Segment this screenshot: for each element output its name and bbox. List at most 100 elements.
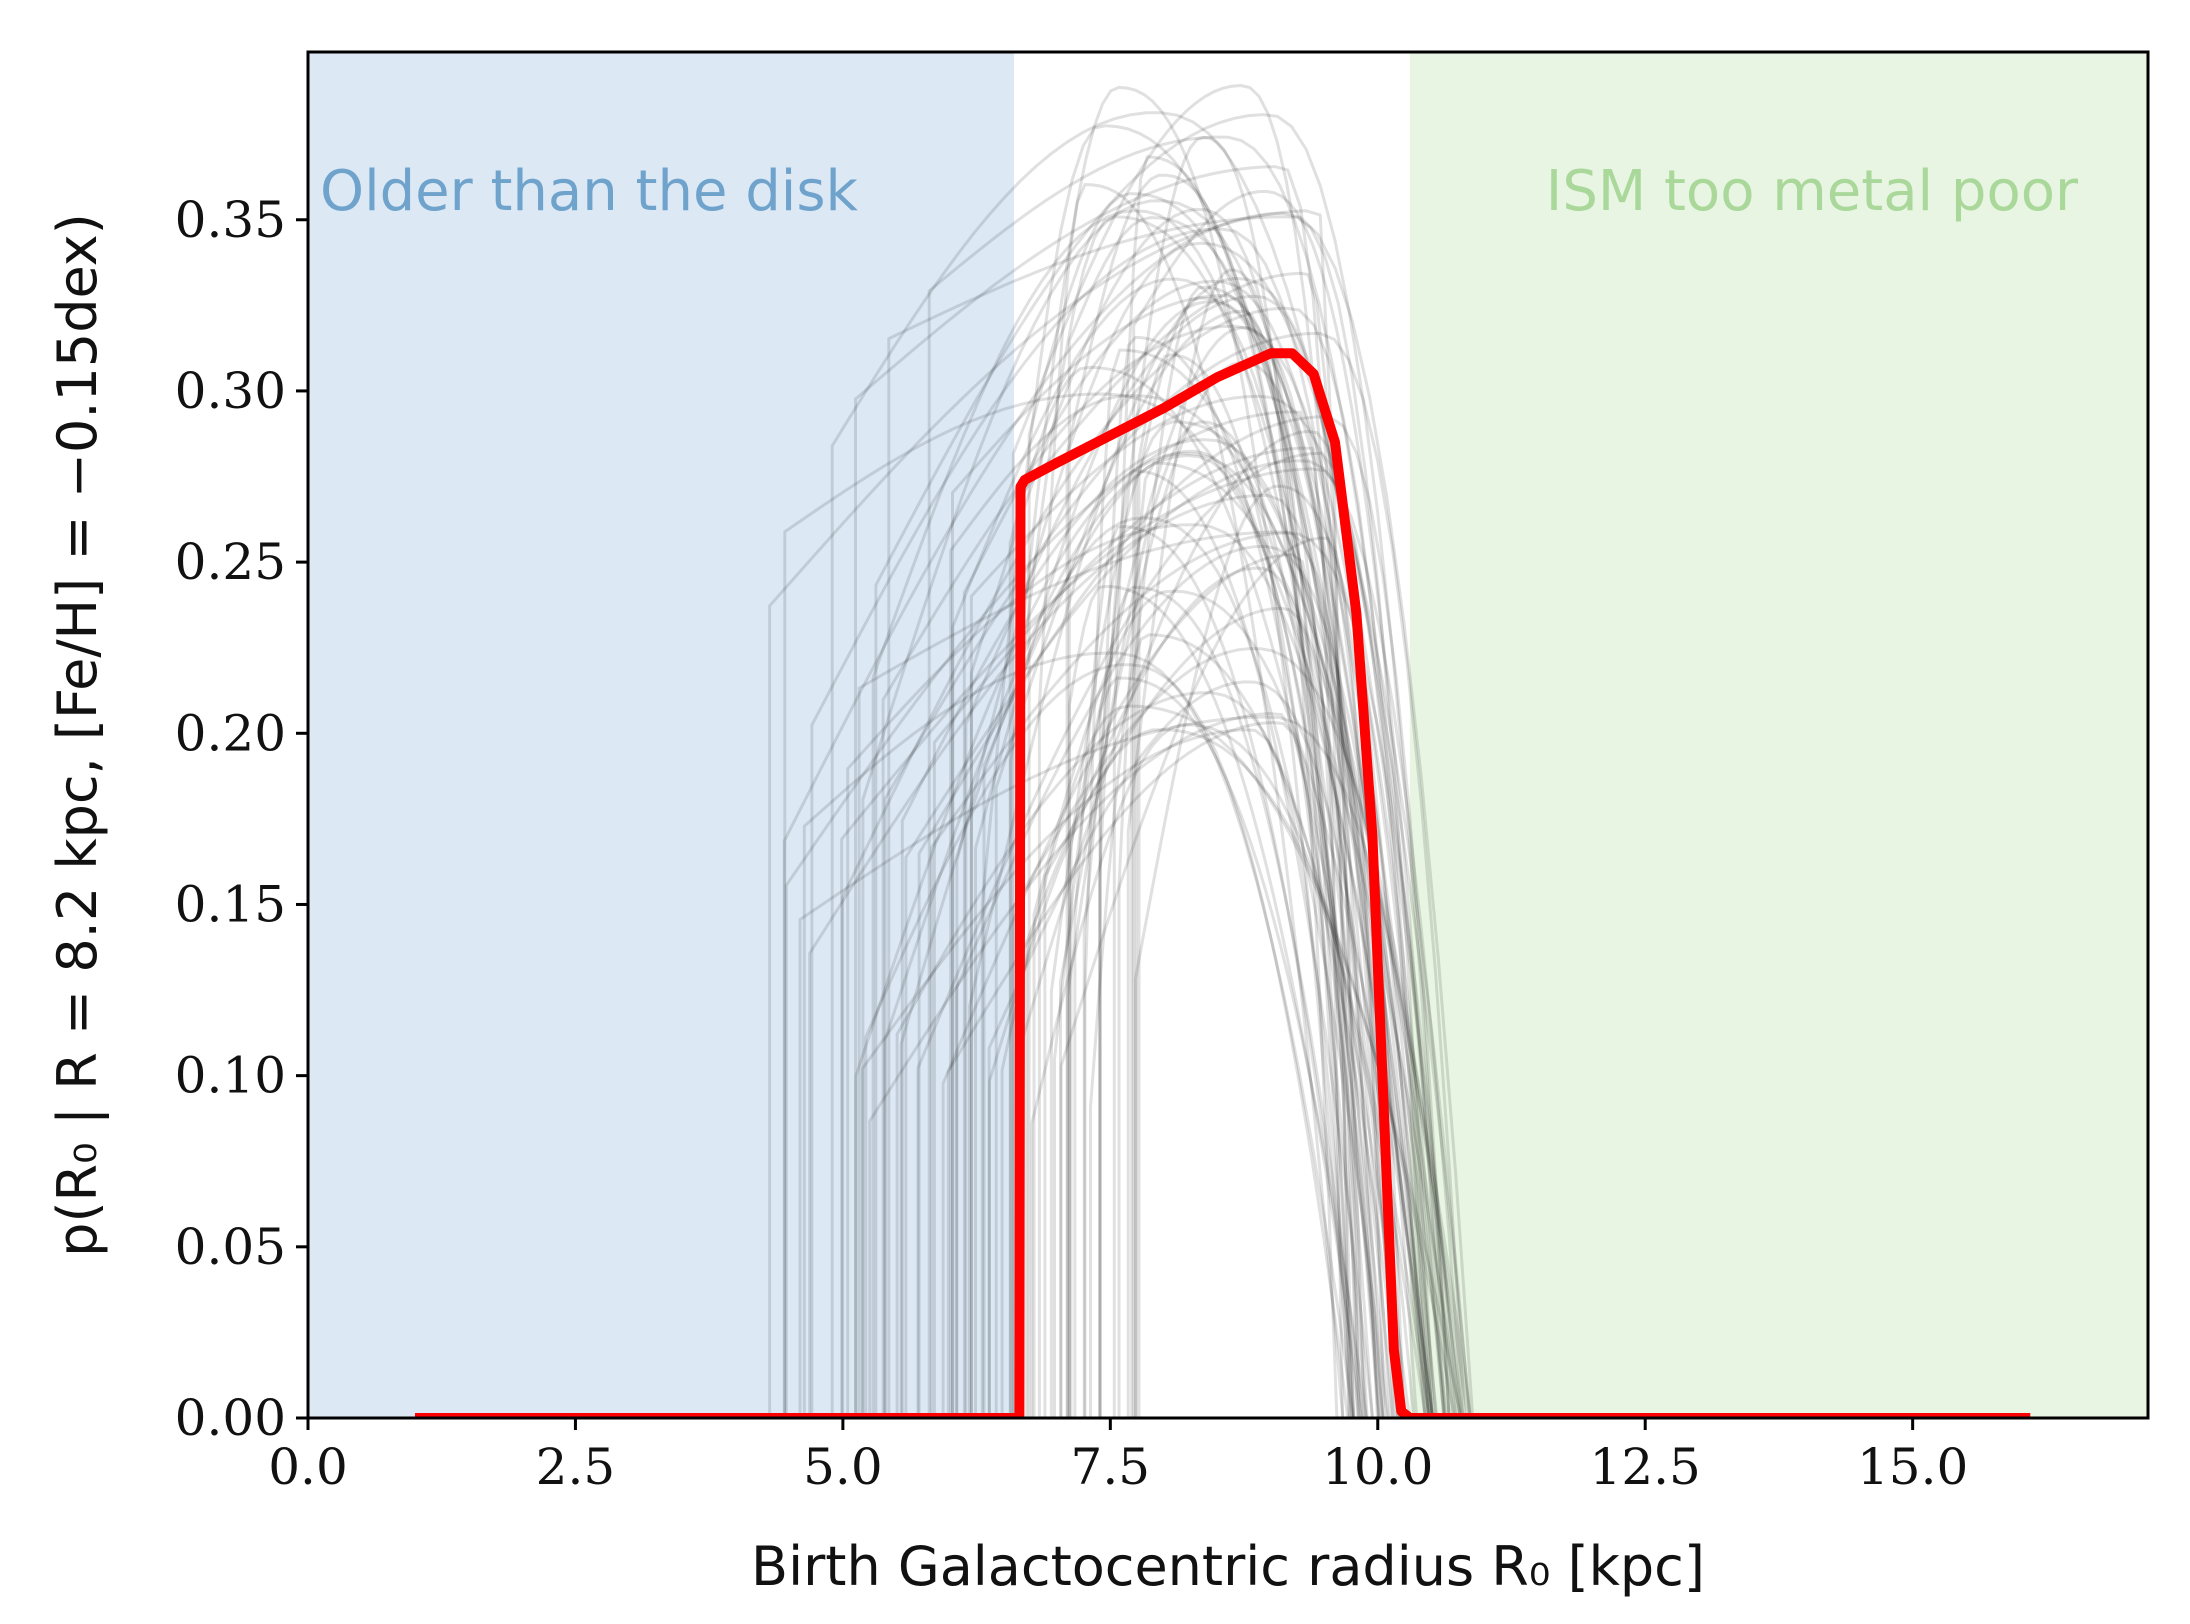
- x-tick-label: 7.5: [1071, 1438, 1151, 1496]
- sample-curve: [340, 394, 2127, 1418]
- sample-curve: [340, 584, 2127, 1418]
- y-tick-label: 0.00: [175, 1389, 286, 1447]
- sample-curve: [340, 530, 2127, 1418]
- sample-curve: [340, 83, 2127, 1418]
- sample-curve: [340, 135, 2127, 1418]
- x-axis-ticks: 0.0 2.5 5.0 7.5 10.0 12.5 15.0: [268, 1418, 1968, 1496]
- region-ism-too-metal-poor: [1409, 52, 2148, 1418]
- x-tick-label: 10.0: [1322, 1438, 1433, 1496]
- sample-curve: [340, 589, 2127, 1418]
- sample-curve: [340, 516, 2127, 1418]
- sample-curve: [340, 309, 2127, 1418]
- sample-curve: [340, 691, 2127, 1418]
- sample-curve: [340, 633, 2127, 1418]
- sample-curve: [340, 420, 2127, 1418]
- region-labels: Older than the disk ISM too metal poor: [320, 159, 2079, 224]
- sample-curve: [340, 285, 2127, 1418]
- y-axis-label: p(R₀ | R = 8.2 kpc, [Fe/H] = −0.15dex): [46, 213, 109, 1257]
- y-tick-label: 0.15: [175, 875, 286, 933]
- sample-curve: [340, 165, 2127, 1418]
- sample-curve: [340, 493, 2127, 1418]
- sample-curve: [340, 720, 2127, 1418]
- sample-curve: [340, 523, 2127, 1418]
- sample-curve: [340, 209, 2127, 1418]
- mean-curve: [415, 348, 2031, 1418]
- sample-curve: [340, 484, 2127, 1418]
- sample-curve: [340, 271, 2127, 1418]
- sample-curve: [340, 189, 2127, 1418]
- sample-curve: [340, 459, 2127, 1418]
- sample-curve: [340, 438, 2127, 1418]
- sample-curve: [340, 536, 2127, 1418]
- sample-curve: [340, 585, 2127, 1418]
- y-tick-label: 0.05: [175, 1218, 286, 1276]
- sample-curve: [340, 531, 2127, 1418]
- region-older-than-disk: [308, 52, 1015, 1418]
- sample-curve: [340, 155, 2127, 1418]
- sample-curve: [340, 277, 2127, 1418]
- sample-curve: [340, 392, 2127, 1418]
- y-tick-label: 0.20: [175, 704, 286, 762]
- sample-curve: [340, 461, 2127, 1418]
- sample-curve: [340, 306, 2127, 1418]
- sample-curve: [340, 680, 2127, 1418]
- sample-curve: [340, 268, 2127, 1418]
- sample-curve: [340, 446, 2127, 1418]
- background-regions: [308, 52, 2148, 1418]
- y-tick-label: 0.35: [175, 191, 286, 249]
- sample-curve: [340, 410, 2127, 1418]
- sample-curve: [340, 663, 2127, 1418]
- y-tick-label: 0.30: [175, 362, 286, 420]
- sample-curve: [340, 227, 2127, 1418]
- sample-curve: [340, 566, 2127, 1418]
- region-label-ism-too-metal-poor: ISM too metal poor: [1546, 159, 2079, 224]
- sample-curve: [340, 449, 2127, 1418]
- sample-curve: [340, 294, 2127, 1418]
- region-label-older-than-disk: Older than the disk: [320, 159, 859, 224]
- sample-curve: [340, 199, 2127, 1418]
- sample-curve: [340, 647, 2127, 1418]
- sample-curve: [340, 335, 2127, 1418]
- sample-curve: [340, 415, 2127, 1418]
- sample-curve: [340, 215, 2127, 1418]
- sample-curve: [340, 124, 2127, 1418]
- sample-curves: [340, 83, 2127, 1418]
- y-axis-ticks: 0.00 0.05 0.10 0.15 0.20 0.25 0.30 0.35: [175, 191, 308, 1447]
- sample-curve: [340, 711, 2127, 1418]
- sample-curve: [340, 451, 2127, 1418]
- x-tick-label: 15.0: [1857, 1438, 1968, 1496]
- sample-curve: [340, 353, 2127, 1418]
- sample-curve: [340, 469, 2127, 1418]
- sample-curve: [340, 728, 2127, 1418]
- sample-curve: [340, 394, 2127, 1418]
- sample-curve: [340, 723, 2127, 1418]
- sample-curve: [340, 183, 2127, 1418]
- plot-frame: [306, 50, 2150, 1420]
- sample-curve: [340, 296, 2127, 1418]
- x-tick-label: 5.0: [803, 1438, 883, 1496]
- x-axis-label: Birth Galactocentric radius R₀ [kpc]: [751, 1535, 1705, 1598]
- sample-curve: [340, 211, 2127, 1418]
- sample-curve: [340, 135, 2127, 1418]
- y-tick-label: 0.10: [175, 1047, 286, 1105]
- sample-curve: [340, 552, 2127, 1418]
- sample-curve: [340, 326, 2127, 1418]
- sample-curve: [340, 606, 2127, 1418]
- sample-curve: [340, 85, 2127, 1418]
- sample-curve: [340, 676, 2127, 1418]
- mean-curve-layer: [415, 348, 2031, 1418]
- sample-curve: [340, 209, 2127, 1418]
- sample-curve: [340, 451, 2127, 1418]
- y-tick-label: 0.25: [175, 533, 286, 591]
- sample-curve: [340, 365, 2127, 1418]
- x-tick-label: 2.5: [536, 1438, 616, 1496]
- x-tick-label: 12.5: [1590, 1438, 1701, 1496]
- sample-curve: [340, 113, 2127, 1418]
- sample-curve: [340, 651, 2127, 1418]
- sample-curve: [340, 715, 2127, 1418]
- sample-curve: [340, 420, 2127, 1418]
- sample-curve: [340, 453, 2127, 1418]
- sample-curve: [340, 704, 2127, 1418]
- x-tick-label: 0.0: [268, 1438, 348, 1496]
